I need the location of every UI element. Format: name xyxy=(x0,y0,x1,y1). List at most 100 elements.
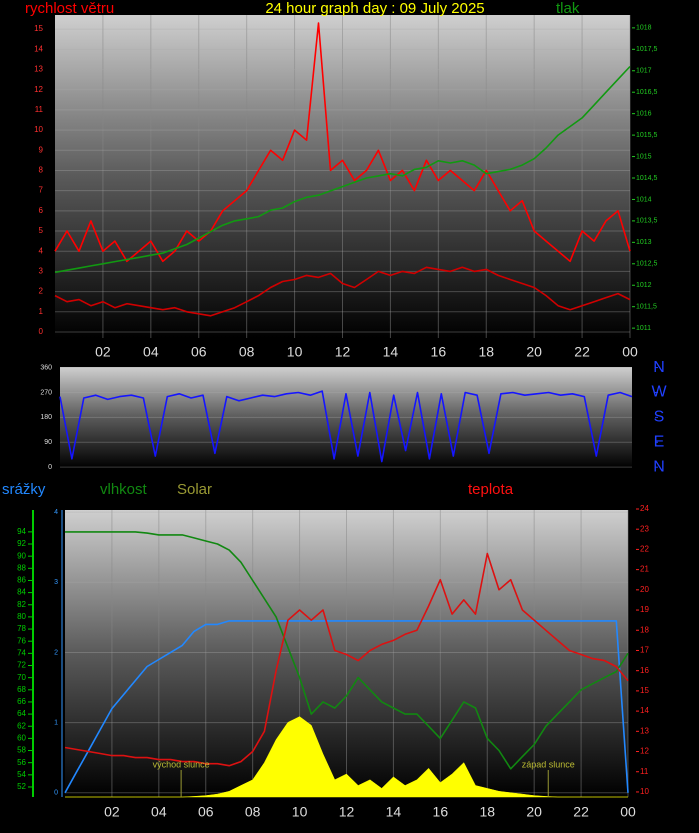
x-tick-label: 08 xyxy=(239,344,255,360)
y-tick-label: 1015 xyxy=(636,153,652,160)
x-tick-label: 08 xyxy=(245,804,261,820)
y-tick-label: 24 xyxy=(640,504,649,513)
y-tick-label: 1016,5 xyxy=(636,89,658,96)
line xyxy=(54,65,631,274)
y-tick-label: 1011,5 xyxy=(636,304,657,311)
y3-label: srážky xyxy=(2,481,46,498)
y-tick-label: 11 xyxy=(35,105,44,114)
y-label: vlhkost xyxy=(100,481,148,498)
x-tick-label: 06 xyxy=(198,804,214,820)
y-tick-label: 72 xyxy=(17,661,26,670)
y-tick-label: 92 xyxy=(17,539,26,548)
y-tick-label: 10 xyxy=(34,125,43,134)
y-tick-label: 19 xyxy=(640,605,649,614)
y-tick-label: 78 xyxy=(17,624,26,633)
y-tick-label: 52 xyxy=(17,782,26,791)
y4-label: Solar xyxy=(177,481,212,498)
x-tick-label: 04 xyxy=(151,804,167,820)
y-tick-label: 7 xyxy=(39,186,44,195)
y-tick-label: 1012,5 xyxy=(636,261,658,268)
x-tick-label: 16 xyxy=(433,804,449,820)
y-tick-label: 21 xyxy=(640,565,649,574)
area xyxy=(65,716,628,798)
y-tick-label: 1017 xyxy=(636,68,652,75)
y-tick-label: W xyxy=(651,384,667,401)
y-tick-label: 66 xyxy=(17,697,26,706)
y-tick-label: 9 xyxy=(39,145,44,154)
y-tick-label: N xyxy=(653,458,665,475)
y-tick-label: N xyxy=(653,359,665,376)
y-tick-label: 14 xyxy=(34,44,43,53)
y-tick-label: 23 xyxy=(640,524,649,533)
y-tick-label: 1013,5 xyxy=(636,218,658,225)
y-tick-label: 0 xyxy=(54,790,58,797)
y-tick-label: 68 xyxy=(17,685,26,694)
y-tick-label: 22 xyxy=(640,545,649,554)
y-tick-label: 1017,5 xyxy=(636,46,658,53)
y-tick-label: 15 xyxy=(34,24,43,33)
annotation: západ slunce xyxy=(522,759,575,769)
y-tick-label: 12 xyxy=(34,85,43,94)
y-tick-label: 62 xyxy=(17,721,26,730)
y2-label: teplota xyxy=(468,481,514,498)
y-tick-label: 94 xyxy=(17,527,26,536)
y-tick-label: 0 xyxy=(39,327,44,336)
y-tick-label: 13 xyxy=(34,65,43,74)
x-tick-label: 00 xyxy=(620,804,636,820)
y-tick-label: 270 xyxy=(40,389,52,396)
y-tick-label: 1013 xyxy=(636,239,652,246)
y-tick-label: 4 xyxy=(54,509,58,516)
y-tick-label: S xyxy=(654,409,665,426)
x-tick-label: 20 xyxy=(526,344,542,360)
y-label: rychlost větru xyxy=(25,0,114,17)
y-tick-label: 54 xyxy=(17,770,26,779)
y-tick-label: 12 xyxy=(640,747,649,756)
y-tick-label: 86 xyxy=(17,576,26,585)
line xyxy=(54,266,631,317)
y-tick-label: 4 xyxy=(39,246,44,255)
x-tick-label: 22 xyxy=(574,344,590,360)
y-tick-label: 2 xyxy=(39,287,44,296)
y-tick-label: 6 xyxy=(39,206,44,215)
y-tick-label: 11 xyxy=(640,767,649,776)
plot-area xyxy=(60,367,632,468)
y-tick-label: 1018 xyxy=(636,25,652,32)
x-tick-label: 02 xyxy=(104,804,120,820)
y-tick-label: 80 xyxy=(17,612,26,621)
y-tick-label: 10 xyxy=(640,787,649,796)
y-tick-label: 70 xyxy=(17,673,26,682)
y-tick-label: 5 xyxy=(39,226,44,235)
y-tick-label: 74 xyxy=(17,648,26,657)
y-tick-label: 1014,5 xyxy=(636,175,658,182)
y-tick-label: 82 xyxy=(17,600,26,609)
y-tick-label: 180 xyxy=(40,414,52,421)
y-tick-label: 1015,5 xyxy=(636,132,658,139)
x-tick-label: 12 xyxy=(339,804,355,820)
annotation: východ slunce xyxy=(153,759,210,769)
y-tick-label: 1 xyxy=(54,719,58,726)
x-tick-label: 14 xyxy=(386,804,402,820)
y-tick-label: 76 xyxy=(17,636,26,645)
line xyxy=(54,22,631,263)
x-tick-label: 12 xyxy=(335,344,351,360)
y-tick-label: 15 xyxy=(640,686,649,695)
y-tick-label: 1012 xyxy=(636,282,652,289)
y-tick-label: 1011 xyxy=(636,325,651,332)
x-tick-label: 04 xyxy=(143,344,159,360)
x-tick-label: 10 xyxy=(292,804,308,820)
y-tick-label: 20 xyxy=(640,585,649,594)
x-tick-label: 20 xyxy=(526,804,542,820)
x-tick-label: 00 xyxy=(622,344,638,360)
y-tick-label: 13 xyxy=(640,726,649,735)
y-tick-label: E xyxy=(654,433,665,450)
y-tick-label: 3 xyxy=(39,266,44,275)
y-tick-label: 90 xyxy=(44,439,52,446)
x-tick-label: 18 xyxy=(478,344,494,360)
line xyxy=(64,552,629,767)
y-tick-label: 3 xyxy=(54,579,58,586)
y-tick-label: 88 xyxy=(17,563,26,572)
y-tick-label: 64 xyxy=(17,709,26,718)
y2-label: tlak xyxy=(556,0,580,17)
x-tick-label: 06 xyxy=(191,344,207,360)
y-tick-label: 16 xyxy=(640,666,649,675)
